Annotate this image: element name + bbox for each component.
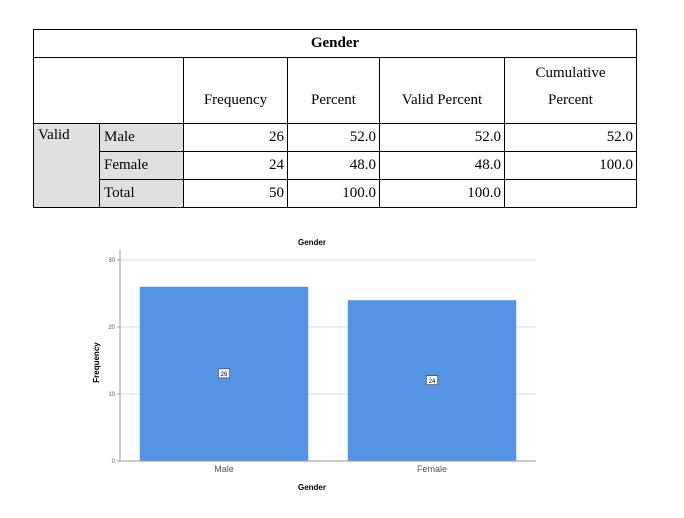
y-tick-label: 10: [108, 392, 115, 398]
cell-frequency: 50: [183, 179, 288, 208]
cell-valid-percent: 100.0: [379, 179, 505, 208]
row-label-female: Female: [99, 151, 184, 180]
row-label-male: Male: [99, 123, 184, 152]
header-percent: Percent: [287, 57, 380, 124]
cell-valid-percent: 52.0: [379, 123, 505, 152]
header-frequency: Frequency: [183, 57, 288, 124]
data-label: 26: [221, 372, 228, 378]
header-blank: [33, 57, 184, 124]
bars: [139, 286, 517, 461]
header-cumulative-line1: Cumulative: [535, 65, 606, 81]
frequency-table: Gender Frequency Percent Valid Percent C…: [33, 29, 637, 208]
y-tick-label: 20: [108, 325, 115, 331]
table-row: Female 24 48.0 48.0 100.0: [34, 151, 637, 180]
data-label-box: [218, 368, 230, 379]
axes: [117, 250, 536, 462]
valid-group-label: Valid: [33, 123, 100, 208]
data-label: 24: [429, 379, 436, 385]
cell-cumulative-percent: [504, 179, 637, 208]
table-title: Gender: [33, 29, 637, 58]
x-tick-label: Female: [417, 464, 447, 474]
header-cumulative-line2: Percent: [548, 92, 593, 108]
x-axis-title: Gender: [298, 483, 326, 492]
row-label-total: Total: [99, 179, 184, 208]
table-row: Total 50 100.0 100.0: [34, 179, 637, 208]
chart-labels: 0 10 20 30 26 Male 24 Female Gender Gender Frequen…: [92, 238, 447, 492]
gender-bar-chart: 0 10 20 30 26 Male 24 Female Gender Gender Frequen…: [92, 238, 536, 492]
chart-title: Gender: [298, 238, 326, 247]
header-cumulative-percent: Cumulative Percent: [504, 57, 637, 124]
data-label-box: [426, 375, 438, 385]
cell-cumulative-percent: 100.0: [504, 151, 637, 180]
header-valid-percent: Valid Percent: [379, 57, 505, 124]
cell-valid-percent: 48.0: [379, 151, 505, 180]
cell-cumulative-percent: 52.0: [504, 123, 637, 152]
y-axis-title: Frequency: [92, 342, 101, 383]
cell-frequency: 26: [183, 123, 288, 152]
y-tick-label: 0: [112, 459, 116, 465]
cell-frequency: 24: [183, 151, 288, 180]
cell-percent: 48.0: [287, 151, 380, 180]
table-row: Valid Male 26 52.0 52.0 52.0: [33, 123, 637, 208]
x-tick-label: Male: [214, 464, 234, 474]
y-tick-label: 30: [108, 258, 115, 264]
cell-percent: 52.0: [287, 123, 380, 152]
cell-percent: 100.0: [287, 179, 380, 208]
